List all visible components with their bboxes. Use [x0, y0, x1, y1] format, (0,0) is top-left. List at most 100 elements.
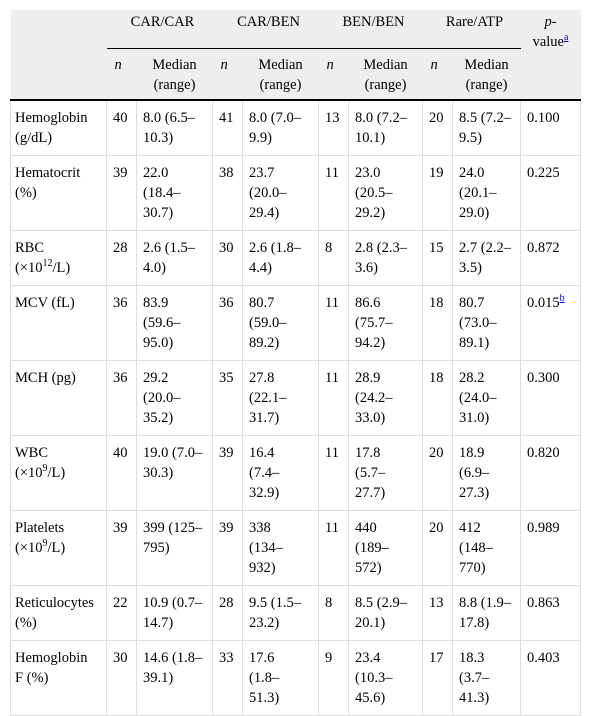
subheader-median: Median (range): [242, 48, 319, 101]
cell-n: 30: [212, 230, 243, 286]
row-label-unit-suffix: /L): [52, 260, 71, 276]
cell-median-line: 95.0): [143, 335, 174, 351]
cell-n: 30: [106, 640, 137, 716]
cell-median-line: 18.3: [459, 650, 485, 666]
cell-median-line: 338: [249, 520, 271, 536]
cell-n: 39: [106, 510, 137, 586]
row-label: Hemoglobin (g/dL): [10, 100, 107, 156]
cell-median-line: 94.2): [355, 335, 386, 351]
cell-median-range: 23.0 (20.5– 29.2): [348, 155, 423, 231]
cell-n: 38: [212, 155, 243, 231]
cell-median-line: 31.0): [459, 410, 490, 426]
row-label-line2: (%): [15, 185, 37, 201]
cell-median-range: 19.0 (7.0– 30.3): [135, 435, 213, 511]
pvalue-text: 0.989: [527, 520, 560, 536]
cell-median-range: 2.7 (2.2– 3.5): [452, 230, 521, 286]
cell-median-line: 27.7): [355, 485, 386, 501]
cell-median-line: 3.6): [355, 260, 378, 276]
table-row: Platelets (×109/L) 39 399 (125– 795) 39 338 (13…: [10, 510, 582, 586]
pvalue-text: 0.403: [527, 650, 560, 666]
subheader-n: n: [106, 48, 137, 101]
cell-median-line: 23.2): [249, 615, 280, 631]
pvalue-footnote-link[interactable]: a: [563, 32, 569, 44]
cell-median-line: 412: [459, 520, 481, 536]
table-row: Hemoglobin F (%) 30 14.6 (1.8– 39.1) 33 17.6 (1…: [10, 640, 582, 716]
pvalue-text: 0.225: [527, 165, 560, 181]
cell-median-line: (20.5–: [355, 185, 393, 201]
cell-median-range: 18.9 (6.9– 27.3): [452, 435, 521, 511]
row-label-exponent: 9: [42, 463, 48, 475]
header-row-subcols: n Median (range) n Median (range) n Median…: [10, 48, 581, 101]
cell-median-line: 8.0 (7.0–: [249, 110, 301, 126]
cell-pvalue: 0.300: [520, 360, 582, 436]
cell-median-line: 30.3): [143, 465, 174, 481]
cell-n: 17: [422, 640, 453, 716]
cell-median-range: 22.0 (18.4– 30.7): [135, 155, 213, 231]
cell-median-line: 17.8: [355, 445, 381, 461]
cell-median-range: 80.7 (73.0– 89.1): [452, 285, 521, 361]
cell-median-line: 8.5 (2.9–: [355, 595, 407, 611]
group-header-ben-ben: BEN/BEN: [318, 10, 423, 49]
row-label: Hematocrit (%): [10, 155, 107, 231]
row-label-line2: (%): [15, 615, 37, 631]
cell-median-range: 399 (125– 795): [135, 510, 213, 586]
cell-n: 20: [422, 435, 453, 511]
cell-median-line: (5.7–: [355, 465, 386, 481]
cell-median-range: 27.8 (22.1– 31.7): [242, 360, 319, 436]
table-body: Hemoglobin (g/dL) 40 8.0 (6.5– 10.3) 41 8.0 (7…: [10, 100, 582, 716]
cell-median-line: 80.7: [249, 295, 275, 311]
cell-median-range: 338 (134– 932): [242, 510, 319, 586]
cell-median-line: (10.3–: [355, 670, 393, 686]
cell-median-line: (24.0–: [459, 390, 497, 406]
cell-median-range: 14.6 (1.8– 39.1): [135, 640, 213, 716]
cell-median-line: 2.6 (1.8–: [249, 240, 301, 256]
pvalue-text: 0.300: [527, 370, 560, 386]
cell-median-line: 9.5 (1.5–: [249, 595, 301, 611]
pvalue-footnote-link[interactable]: b: [559, 293, 565, 305]
row-label-unit: (×10: [15, 465, 43, 481]
cell-median-line: 8.0 (6.5–: [143, 110, 195, 126]
cell-n: 15: [422, 230, 453, 286]
row-label-unit: (×10: [15, 260, 43, 276]
row-label-line2: (g/dL): [15, 130, 53, 146]
cell-median-line: 89.2): [249, 335, 280, 351]
cell-n: 11: [318, 435, 349, 511]
table-row: Hematocrit (%) 39 22.0 (18.4– 30.7) 38 23.7 (20.…: [10, 155, 582, 231]
cell-n: 35: [212, 360, 243, 436]
cell-median-line: 2.7 (2.2–: [459, 240, 511, 256]
cell-median-range: 8.0 (7.2– 10.1): [348, 100, 423, 156]
cell-median-range: 8.5 (2.9– 20.1): [348, 585, 423, 641]
cell-median-line: 28.2: [459, 370, 485, 386]
cell-median-range: 2.8 (2.3– 3.6): [348, 230, 423, 286]
row-label: MCH (pg): [10, 360, 107, 436]
cell-median-line: (18.4–: [143, 185, 181, 201]
cell-median-line: 18.9: [459, 445, 485, 461]
cell-pvalue: 0.820: [520, 435, 582, 511]
cell-median-line: (22.1–: [249, 390, 287, 406]
row-label-line2: F (%): [15, 670, 49, 686]
row-label-exponent: 9: [42, 538, 48, 550]
cell-median-line: 29.2): [355, 205, 386, 221]
row-label: Hemoglobin F (%): [10, 640, 107, 716]
row-label-line1: Reticulocytes: [15, 595, 94, 611]
cell-pvalue: 0.015b: [520, 285, 582, 361]
cell-median-line: 23.7: [249, 165, 275, 181]
cell-median-range: 9.5 (1.5– 23.2): [242, 585, 319, 641]
subheader-median: Median (range): [136, 48, 213, 101]
cell-median-line: 31.7): [249, 410, 280, 426]
table-row: Hemoglobin (g/dL) 40 8.0 (6.5– 10.3) 41 8.0 (7…: [10, 100, 582, 156]
cell-median-line: 3.5): [459, 260, 482, 276]
cell-median-line: 33.0): [355, 410, 386, 426]
cell-median-range: 18.3 (3.7– 41.3): [452, 640, 521, 716]
cell-median-line: 27.8: [249, 370, 275, 386]
cell-median-range: 80.7 (59.0– 89.2): [242, 285, 319, 361]
cell-n: 13: [318, 100, 349, 156]
cell-n: 13: [422, 585, 453, 641]
cell-median-range: 28.9 (24.2– 33.0): [348, 360, 423, 436]
pvalue-text: 0.872: [527, 240, 560, 256]
cell-median-line: 29.4): [249, 205, 280, 221]
cell-n: 18: [422, 360, 453, 436]
row-label-line1: MCH (pg): [15, 370, 76, 386]
cell-n: 22: [106, 585, 137, 641]
cell-median-line: 29.2: [143, 370, 169, 386]
